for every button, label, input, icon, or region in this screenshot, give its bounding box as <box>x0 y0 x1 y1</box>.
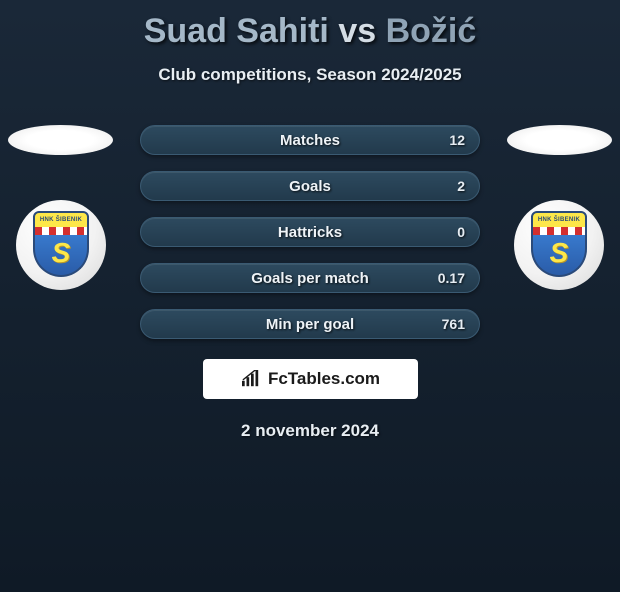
flag-right <box>507 125 612 155</box>
badge-letter: S <box>35 237 87 269</box>
badge-letter: S <box>533 237 585 269</box>
flag-left <box>8 125 113 155</box>
stat-value: 0.17 <box>438 270 465 286</box>
shield-body: S <box>33 227 89 277</box>
stat-label: Hattricks <box>278 224 342 241</box>
stat-value: 761 <box>442 316 465 332</box>
vs-text: vs <box>338 12 376 50</box>
date-text: 2 november 2024 <box>10 421 610 441</box>
stats-list: Matches 12 Goals 2 Hattricks 0 Goals per… <box>140 125 480 339</box>
shield-icon: HNK ŠIBENIK S <box>33 211 89 279</box>
stat-row-goals-per-match: Goals per match 0.17 <box>140 263 480 293</box>
checker-pattern <box>533 227 585 235</box>
player2-name: Božić <box>386 12 477 50</box>
content-area: HNK ŠIBENIK S HNK ŠIBENIK S Matches 12 G… <box>0 125 620 441</box>
stat-label: Goals per match <box>251 270 369 287</box>
stat-row-matches: Matches 12 <box>140 125 480 155</box>
player1-name: Suad Sahiti <box>144 12 329 50</box>
stat-row-goals: Goals 2 <box>140 171 480 201</box>
club-badge-left: HNK ŠIBENIK S <box>16 200 106 290</box>
stat-row-hattricks: Hattricks 0 <box>140 217 480 247</box>
club-badge-right: HNK ŠIBENIK S <box>514 200 604 290</box>
brand-text: FcTables.com <box>268 369 380 389</box>
chart-icon <box>240 370 262 388</box>
comparison-title: Suad Sahiti vs Božić <box>0 12 620 51</box>
stat-label: Goals <box>289 178 331 195</box>
shield-body: S <box>531 227 587 277</box>
stat-value: 0 <box>457 224 465 240</box>
stat-row-min-per-goal: Min per goal 761 <box>140 309 480 339</box>
checker-pattern <box>35 227 87 235</box>
stat-value: 2 <box>457 178 465 194</box>
stat-value: 12 <box>449 132 465 148</box>
subtitle: Club competitions, Season 2024/2025 <box>0 65 620 85</box>
shield-icon: HNK ŠIBENIK S <box>531 211 587 279</box>
stat-label: Matches <box>280 132 340 149</box>
stat-label: Min per goal <box>266 316 354 333</box>
brand-box: FcTables.com <box>203 359 418 399</box>
